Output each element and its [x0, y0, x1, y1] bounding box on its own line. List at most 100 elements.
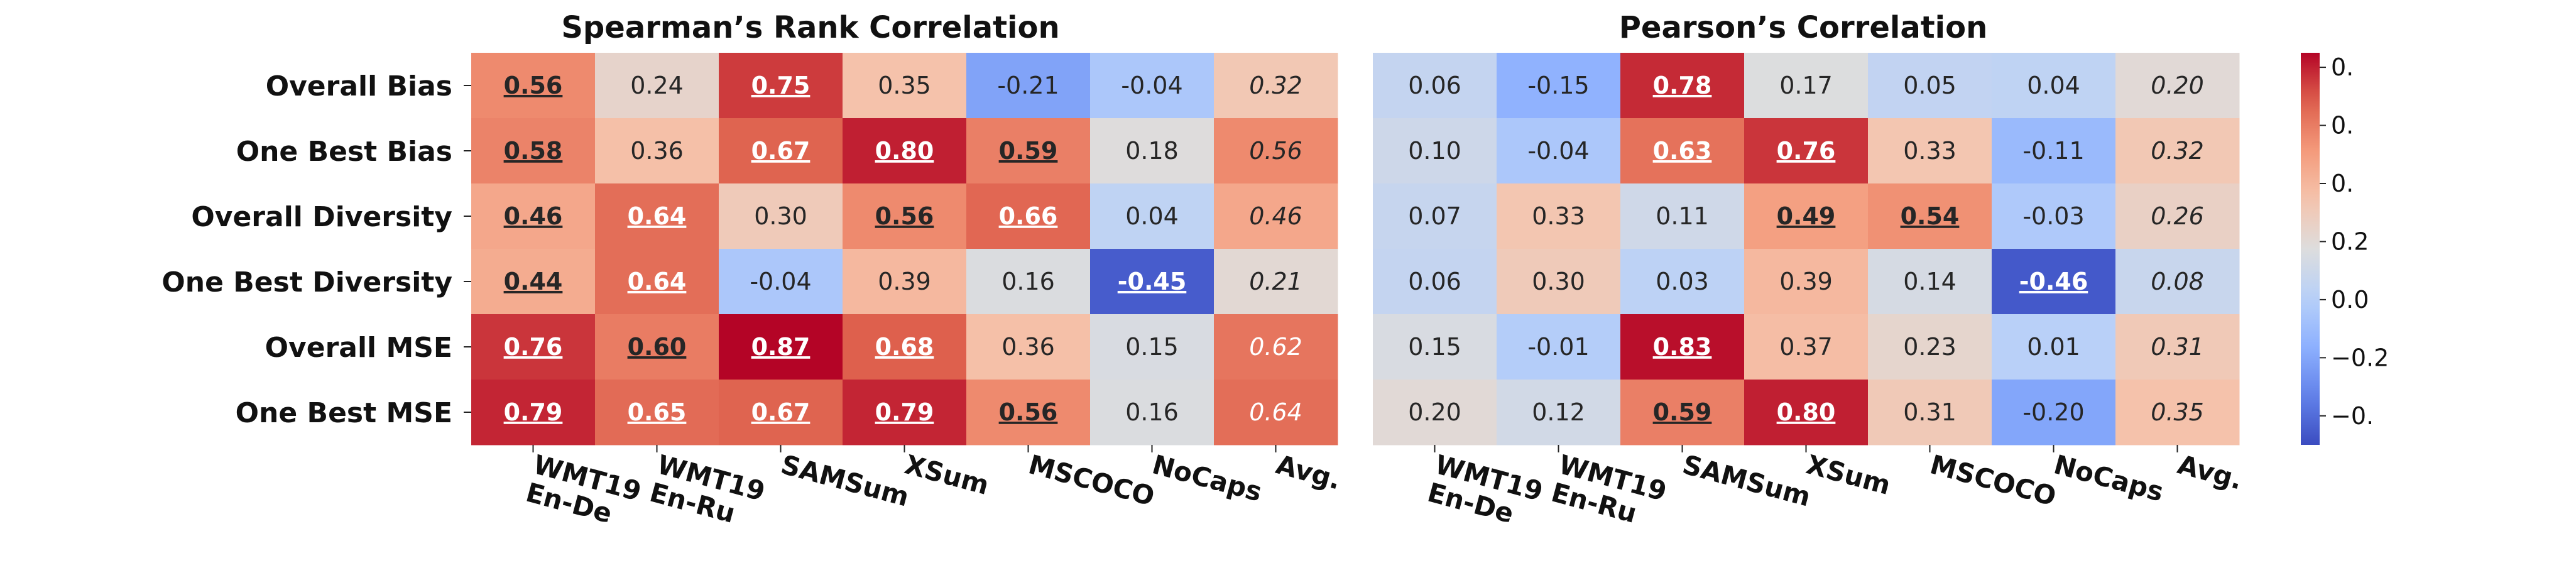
cell-value: 0.62	[1249, 333, 1302, 361]
cell-value: 0.16	[1125, 398, 1179, 426]
heatmap-cell	[1992, 183, 2116, 249]
heatmap-cell	[843, 314, 967, 380]
cell-value: 0.35	[2151, 398, 2204, 426]
heatmap-cell	[719, 314, 843, 380]
heatmap-cell	[843, 53, 967, 119]
heatmap-cell	[1214, 314, 1338, 380]
cell-value: 0.17	[1779, 72, 1833, 99]
cell-value: 0.65	[628, 398, 687, 426]
cell-value: 0.15	[1125, 333, 1179, 361]
cell-value: 0.33	[1903, 137, 1957, 165]
heatmap-cell	[1497, 53, 1621, 119]
heatmap-cell	[1090, 183, 1214, 249]
panel-title-pearson: Pearson’s Correlation	[1619, 10, 1988, 45]
cell-value: 0.56	[504, 72, 563, 99]
heatmap-cell	[1868, 53, 1992, 119]
cell-value: 0.58	[504, 137, 563, 165]
cell-value: 0.75	[751, 72, 810, 99]
cell-value: -0.21	[997, 72, 1059, 99]
heatmap-cell	[595, 118, 719, 184]
heatmap-cell	[471, 53, 596, 119]
cell-value: -0.20	[2022, 398, 2084, 426]
heatmap-cell	[1744, 183, 1869, 249]
cell-value: 0.32	[1249, 72, 1302, 99]
cell-value: 0.07	[1408, 202, 1461, 230]
cell-value: 0.64	[1249, 398, 1302, 426]
heatmap-cell	[1214, 118, 1338, 184]
heatmap-cell	[1373, 314, 1497, 380]
cell-value: 0.03	[1656, 268, 1709, 295]
heatmap-cell	[966, 380, 1091, 446]
heatmap-cell	[966, 314, 1091, 380]
heatmap-cell	[1373, 53, 1497, 119]
heatmap-cell	[1090, 249, 1214, 315]
cell-value: 0.12	[1532, 398, 1585, 426]
heatmap-cell	[595, 380, 719, 446]
heatmap-cell	[1090, 314, 1214, 380]
cell-value: 0.79	[504, 398, 563, 426]
cell-value: 0.60	[628, 333, 687, 361]
row-label-overall-bias: Overall Bias	[266, 70, 452, 102]
cell-value: 0.21	[1249, 268, 1302, 295]
colorbar-tick-label: 0.2	[2331, 227, 2369, 255]
cell-value: 0.44	[504, 268, 563, 295]
heatmap-cell	[1373, 183, 1497, 249]
row-label-one-best-mse: One Best MSE	[236, 397, 452, 429]
heatmap-cell	[1214, 183, 1338, 249]
heatmap-cell	[843, 118, 967, 184]
heatmap-cell	[471, 380, 596, 446]
heatmap-cell	[1214, 53, 1338, 119]
heatmap-cell	[1744, 380, 1869, 446]
cell-value: 0.67	[751, 398, 810, 426]
heatmap-cell	[1620, 118, 1745, 184]
heatmap-cell	[2115, 118, 2240, 184]
heatmap-cell	[1497, 249, 1621, 315]
pearson-heatmap: 0.06 -0.15 0.78 0.17 0.05 0.04 0.20 0.10 -0.04 0.…	[1373, 53, 2240, 446]
colorbar-tick-label: −0.2	[2331, 344, 2389, 371]
cell-value: 0.26	[2151, 202, 2204, 230]
heatmap-cell	[1992, 314, 2116, 380]
row-label-overall-mse: Overall MSE	[265, 332, 452, 364]
cell-value: 0.30	[1532, 268, 1585, 295]
cell-value: -0.04	[1527, 137, 1589, 165]
cell-value: -0.46	[2019, 268, 2088, 295]
colorbar-gradient	[2301, 53, 2320, 445]
cell-value: 0.20	[2151, 72, 2204, 99]
colorbar: 0. 0. 0. 0.2 0.0 −0.2 −0.	[2301, 53, 2389, 445]
cell-value: -0.01	[1527, 333, 1589, 361]
cell-value: 0.35	[878, 72, 931, 99]
cell-value: 0.32	[2151, 137, 2204, 165]
spearman-heatmap: 0.56 0.24 0.75 0.35 -0.21 -0.04 0.32 0.58 0.36 0.…	[464, 53, 1338, 446]
heatmap-cell	[2115, 183, 2240, 249]
heatmap-cell	[719, 118, 843, 184]
cell-value: 0.59	[999, 137, 1058, 165]
colorbar-tick-label: 0.	[2331, 170, 2354, 197]
heatmap-cell	[1992, 380, 2116, 446]
heatmap-cell	[1868, 249, 1992, 315]
heatmap-cell	[595, 249, 719, 315]
heatmap-cell	[471, 249, 596, 315]
cell-value: 0.64	[628, 202, 687, 230]
cell-value: 0.24	[630, 72, 684, 99]
heatmap-cell	[1373, 118, 1497, 184]
cell-value: 0.23	[1903, 333, 1957, 361]
heatmap-cell	[1497, 118, 1621, 184]
heatmap-cell	[1992, 118, 2116, 184]
heatmap-cell	[966, 118, 1091, 184]
cell-value: 0.63	[1653, 137, 1712, 165]
cell-value: 0.01	[2027, 333, 2080, 361]
heatmap-cell	[595, 314, 719, 380]
cell-value: 0.76	[504, 333, 563, 361]
heatmap-cell	[1090, 380, 1214, 446]
colorbar-tick-label: −0.	[2331, 402, 2374, 430]
cell-value: 0.66	[999, 202, 1058, 230]
cell-value: 0.10	[1408, 137, 1461, 165]
row-label-one-best-bias: One Best Bias	[236, 136, 452, 168]
heatmap-cell	[471, 183, 596, 249]
heatmap-cell	[1744, 314, 1869, 380]
heatmap-cell	[2115, 380, 2240, 446]
cell-value: 0.64	[628, 268, 687, 295]
cell-value: 0.36	[630, 137, 684, 165]
heatmap-cell	[1744, 249, 1869, 315]
